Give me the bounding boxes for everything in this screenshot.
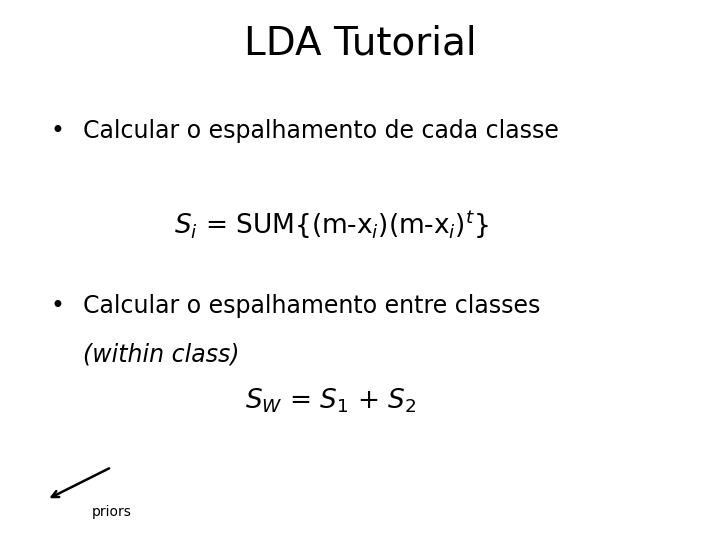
Text: $S_W$ = $S_1$ + $S_2$: $S_W$ = $S_1$ + $S_2$: [246, 386, 417, 415]
Text: •: •: [50, 294, 64, 318]
Text: $S_i$ = SUM{(m-x$_i$)(m-x$_i$)$^t$}: $S_i$ = SUM{(m-x$_i$)(m-x$_i$)$^t$}: [174, 208, 489, 241]
Text: priors: priors: [91, 505, 132, 519]
Text: •: •: [50, 119, 64, 143]
Text: Calcular o espalhamento de cada classe: Calcular o espalhamento de cada classe: [83, 119, 559, 143]
Text: Calcular o espalhamento entre classes: Calcular o espalhamento entre classes: [83, 294, 540, 318]
Text: LDA Tutorial: LDA Tutorial: [243, 24, 477, 62]
Text: (within class): (within class): [83, 343, 239, 367]
